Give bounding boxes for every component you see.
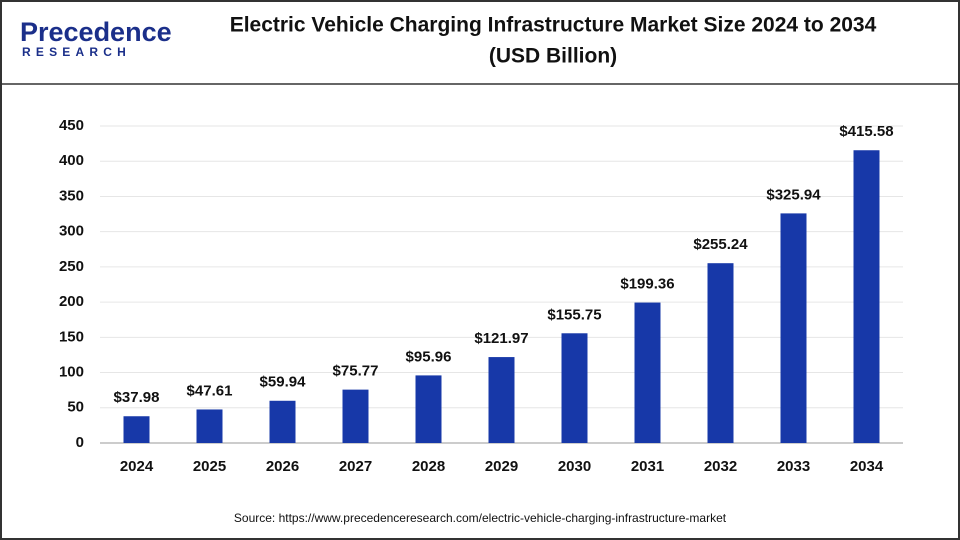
bar <box>561 333 588 443</box>
y-tick-label: 200 <box>59 293 84 310</box>
logo-name: Precedence <box>20 17 172 47</box>
x-tick-label: 2033 <box>777 458 810 475</box>
value-label: $155.75 <box>547 306 601 323</box>
chart-title: Electric Vehicle Charging Infrastructure… <box>230 14 877 37</box>
x-tick-label: 2027 <box>339 458 372 475</box>
x-tick-label: 2034 <box>850 458 884 475</box>
bar <box>123 416 150 443</box>
x-tick-label: 2028 <box>412 458 445 475</box>
bar <box>415 375 442 443</box>
value-label: $95.96 <box>406 348 452 365</box>
y-tick-label: 150 <box>59 328 84 345</box>
bar <box>853 150 880 443</box>
bar <box>780 213 807 443</box>
y-tick-label: 0 <box>76 434 84 451</box>
value-label: $75.77 <box>333 363 379 380</box>
logo-sub: RESEARCH <box>22 45 131 59</box>
x-tick-label: 2032 <box>704 458 737 475</box>
y-tick-label: 100 <box>59 364 84 381</box>
bar <box>196 409 223 443</box>
x-tick-label: 2026 <box>266 458 299 475</box>
y-tick-label: 400 <box>59 152 84 169</box>
x-tick-label: 2030 <box>558 458 591 475</box>
bar <box>634 302 661 443</box>
y-tick-label: 350 <box>59 187 84 204</box>
value-label: $121.97 <box>474 330 528 347</box>
bar <box>342 389 369 443</box>
y-tick-label: 250 <box>59 258 84 275</box>
y-tick-label: 450 <box>59 117 84 134</box>
value-label: $59.94 <box>260 374 307 391</box>
x-tick-label: 2031 <box>631 458 664 475</box>
x-tick-label: 2025 <box>193 458 226 475</box>
source-note: Source: https://www.precedenceresearch.c… <box>234 511 727 525</box>
x-tick-label: 2029 <box>485 458 518 475</box>
value-label: $199.36 <box>620 276 674 293</box>
value-label: $255.24 <box>693 236 748 253</box>
value-label: $37.98 <box>114 389 160 406</box>
y-tick-label: 50 <box>67 399 84 416</box>
chart-subtitle: (USD Billion) <box>489 45 617 68</box>
bar <box>269 400 296 443</box>
x-tick-label: 2024 <box>120 458 154 475</box>
value-label: $415.58 <box>839 123 893 140</box>
bar <box>488 357 515 443</box>
bar <box>707 263 734 443</box>
value-label: $325.94 <box>766 186 821 203</box>
value-label: $47.61 <box>187 382 233 399</box>
y-tick-label: 300 <box>59 223 84 240</box>
